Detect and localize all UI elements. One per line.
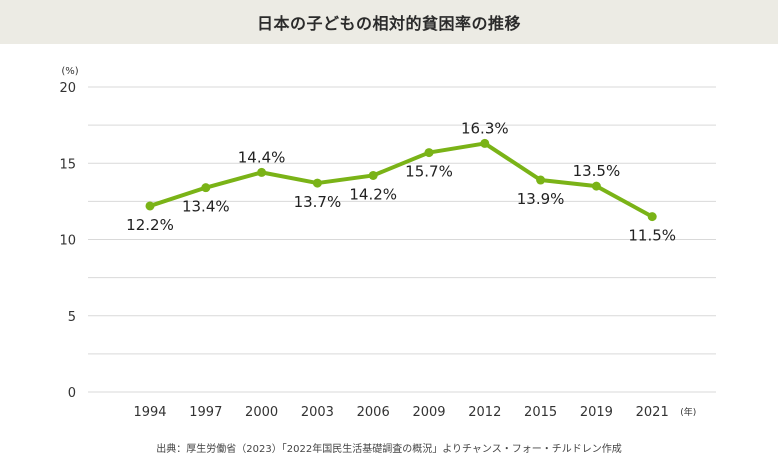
y-axis-unit: (%) (61, 66, 78, 77)
data-label: 14.2% (349, 185, 397, 203)
data-label: 13.9% (517, 190, 565, 208)
x-tick-label: 1997 (189, 405, 222, 420)
data-point (647, 212, 657, 222)
series-layer (145, 138, 657, 222)
x-tick-label: 2009 (412, 405, 445, 420)
data-point (145, 201, 155, 211)
data-label: 12.2% (126, 216, 174, 234)
data-label: 15.7% (405, 163, 453, 181)
data-labels: 12.2% 13.4% 14.4% 13.7% 14.2% 15.7% 16.3% 13.9%… (126, 119, 676, 244)
series-line (148, 141, 655, 219)
data-label: 11.5% (628, 227, 676, 245)
y-tick-label: 10 (59, 234, 76, 249)
data-label: 13.7% (294, 193, 342, 211)
x-tick-label: 2003 (301, 405, 334, 420)
x-tick-label: 2000 (245, 405, 278, 420)
data-point (257, 167, 267, 177)
x-tick-label: 2012 (468, 405, 501, 420)
x-tick-label: 1994 (133, 405, 166, 420)
title-bar: 日本の子どもの相対的貧困率の推移 (0, 0, 778, 44)
data-point (368, 170, 378, 180)
x-tick-label: 2019 (580, 405, 613, 420)
y-tick-label: 15 (59, 157, 76, 172)
x-tick-label: 2021 (636, 405, 669, 420)
data-label: 13.4% (182, 198, 230, 216)
x-tick-label: 2015 (524, 405, 557, 420)
data-point (480, 138, 490, 148)
x-axis-unit: (年) (680, 406, 696, 418)
grid-lines (88, 86, 716, 393)
line-chart: 0 5 10 15 20 (%) 1994 1997 2000 2003 2006 2009 2012 2… (59, 66, 716, 420)
source-note: 出典：厚生労働省（2023）「2022年国民生活基礎調査の概況」よりチャンス・フ… (156, 444, 622, 455)
y-tick-label: 20 (59, 81, 76, 96)
x-tick-label: 2006 (357, 405, 390, 420)
data-point (424, 148, 434, 158)
data-label: 13.5% (573, 162, 621, 180)
y-tick-label: 0 (68, 386, 76, 401)
data-point (201, 183, 211, 193)
data-label: 16.3% (461, 119, 509, 137)
chart-title: 日本の子どもの相対的貧困率の推移 (256, 14, 521, 33)
data-point (536, 175, 546, 185)
data-point (312, 178, 322, 188)
data-point (591, 181, 601, 191)
y-tick-label: 5 (68, 310, 76, 325)
axis-labels: 0 5 10 15 20 (%) 1994 1997 2000 2003 2006 2009 2012 2… (59, 66, 696, 420)
data-label: 14.4% (238, 148, 286, 166)
